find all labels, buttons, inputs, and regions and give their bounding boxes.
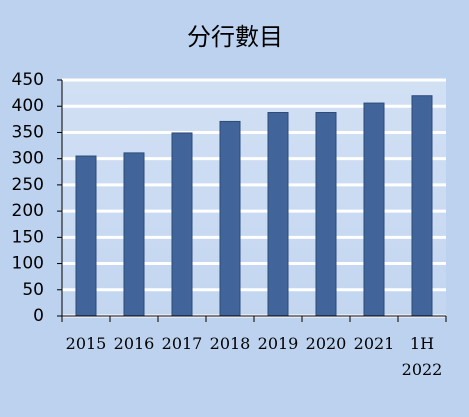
- bar: [171, 132, 193, 317]
- y-tick-label: 300: [12, 149, 44, 169]
- bar: [411, 95, 433, 317]
- x-tick-label: 2016: [113, 334, 155, 353]
- chart-title: 分行數目: [187, 23, 283, 51]
- bar: [75, 155, 97, 317]
- y-tick-label: 50: [22, 280, 44, 300]
- y-tick-label: 0: [33, 306, 44, 326]
- y-tick-label: 200: [12, 201, 44, 221]
- y-tick-label: 400: [12, 96, 44, 116]
- y-tick-label: 250: [12, 175, 44, 195]
- y-tick-label: 100: [12, 254, 44, 274]
- x-tick-label: 1H 2022: [401, 334, 443, 379]
- y-tick-label: 350: [12, 122, 44, 142]
- y-tick-label: 450: [12, 70, 44, 90]
- bar: [363, 102, 385, 317]
- bar: [267, 112, 289, 317]
- bar: [219, 120, 241, 317]
- bar: [123, 152, 145, 317]
- x-tick-label: 2017: [161, 334, 203, 353]
- x-tick-label: 2021: [353, 334, 395, 353]
- bar: [315, 112, 337, 317]
- x-tick-label: 2018: [209, 334, 251, 353]
- x-tick-label: 2015: [65, 334, 107, 353]
- x-tick-label: 2019: [257, 334, 299, 353]
- x-tick-label: 2020: [305, 334, 347, 353]
- y-tick-label: 150: [12, 227, 44, 247]
- plot-area: [62, 80, 446, 316]
